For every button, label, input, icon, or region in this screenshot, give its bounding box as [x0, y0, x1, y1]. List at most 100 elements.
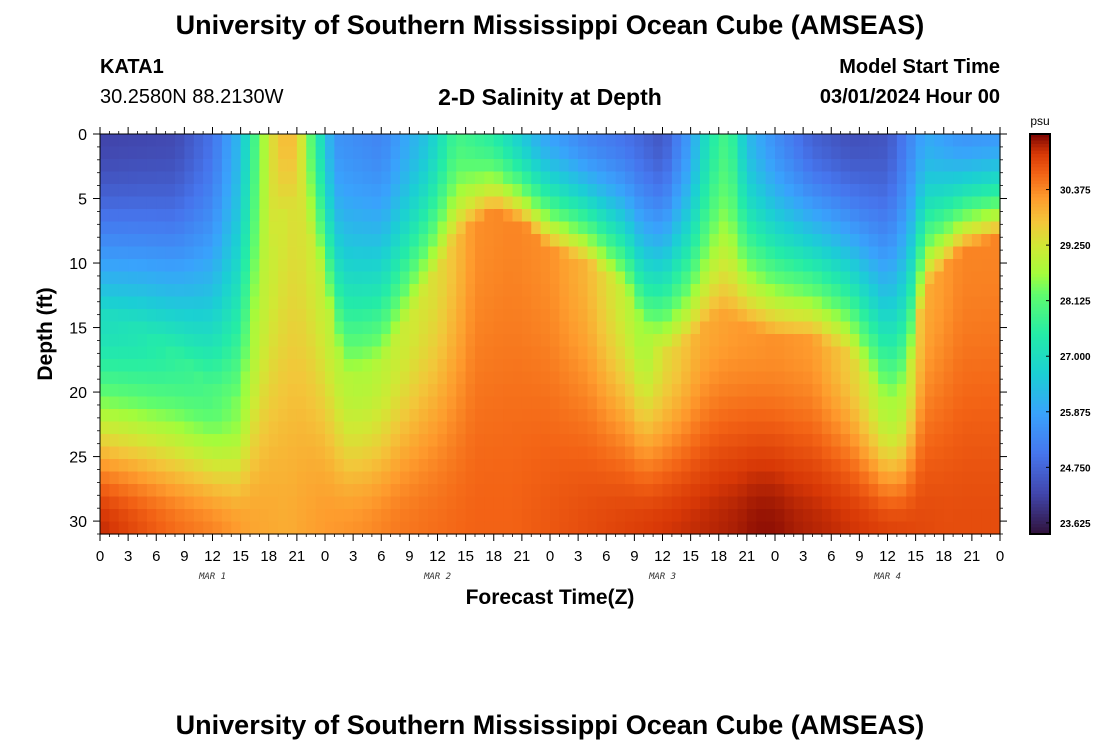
heatmap-cell [653, 359, 664, 373]
heatmap-cell [615, 521, 626, 535]
heatmap-cell [625, 371, 635, 385]
colorbar-segment [1030, 527, 1050, 532]
heatmap-cell [915, 271, 926, 285]
heatmap-cell [568, 409, 579, 423]
heatmap-cell [559, 296, 570, 310]
heatmap-cell [306, 346, 317, 360]
heatmap-cell [175, 359, 185, 373]
heatmap-cell [446, 221, 457, 235]
heatmap-cell [268, 371, 279, 385]
heatmap-cell [475, 209, 485, 223]
heatmap-cell [700, 459, 710, 473]
heatmap-cell [990, 446, 1001, 460]
heatmap-cell [428, 171, 439, 185]
heatmap-cell [681, 259, 692, 273]
heatmap-cell [212, 159, 223, 173]
heatmap-cell [737, 346, 748, 360]
heatmap-cell [962, 471, 973, 485]
heatmap-cell [653, 409, 664, 423]
heatmap-cell [100, 234, 110, 248]
heatmap-cell [896, 196, 907, 210]
heatmap-cell [690, 459, 701, 473]
heatmap-cell [737, 171, 748, 185]
x-tick-label: 18 [260, 548, 277, 565]
heatmap-cell [587, 159, 598, 173]
heatmap-cell [971, 134, 982, 148]
heatmap-cell [812, 459, 823, 473]
heatmap-cell [221, 271, 232, 285]
heatmap-cell [643, 259, 654, 273]
heatmap-cell [596, 409, 607, 423]
heatmap-cell [981, 434, 992, 448]
heatmap-cell [559, 409, 570, 423]
heatmap-cell [625, 209, 635, 223]
heatmap-cell [915, 484, 926, 498]
heatmap-cell [390, 284, 401, 298]
heatmap-cell [728, 209, 739, 223]
plot-subtitle: 2-D Salinity at Depth [438, 84, 662, 110]
heatmap-cell [137, 171, 148, 185]
heatmap-cell [221, 446, 232, 460]
heatmap-cell [925, 521, 935, 535]
heatmap-cell [803, 459, 814, 473]
heatmap-cell [418, 171, 429, 185]
x-tick-label: 3 [574, 548, 582, 565]
heatmap-cell [681, 171, 692, 185]
heatmap-cell [578, 284, 589, 298]
heatmap-cell [400, 246, 410, 260]
heatmap-cell [165, 484, 176, 498]
heatmap-cell [653, 146, 664, 160]
heatmap-cell [100, 359, 110, 373]
heatmap-cell [193, 434, 204, 448]
heatmap-cell [221, 346, 232, 360]
heatmap-cell [456, 496, 467, 510]
heatmap-cell [765, 309, 776, 323]
heatmap-cell [971, 159, 982, 173]
heatmap-cell [850, 321, 860, 335]
model-start-value: 03/01/2024 Hour 00 [819, 86, 1000, 108]
heatmap-cell [746, 196, 757, 210]
heatmap-cell [118, 146, 129, 160]
heatmap-cell [175, 159, 185, 173]
heatmap-cell [128, 484, 139, 498]
heatmap-cell [371, 309, 382, 323]
heatmap-cell [362, 359, 373, 373]
heatmap-cell [446, 446, 457, 460]
heatmap-cell [278, 421, 289, 435]
heatmap-cell [100, 159, 110, 173]
heatmap-cell [587, 271, 598, 285]
heatmap-cell [437, 346, 448, 360]
heatmap-cell [259, 371, 270, 385]
x-tick-label: 0 [771, 548, 779, 565]
colorbar-segment [1030, 287, 1050, 292]
heatmap-cell [765, 459, 776, 473]
heatmap-cell [240, 246, 251, 260]
heatmap-cell [409, 271, 420, 285]
heatmap-cell [643, 346, 654, 360]
heatmap-cell [343, 196, 354, 210]
heatmap-cell [343, 384, 354, 398]
heatmap-cell [381, 134, 392, 148]
colorbar-segment [1030, 234, 1050, 238]
heatmap-cell [137, 371, 148, 385]
heatmap-cell [146, 271, 157, 285]
heatmap-cell [428, 471, 439, 485]
heatmap-cell [437, 296, 448, 310]
heatmap-cell [184, 346, 195, 360]
heatmap-cell [962, 221, 973, 235]
heatmap-cell [653, 471, 664, 485]
heatmap-cell [868, 296, 879, 310]
heatmap-cell [709, 259, 720, 273]
colorbar-segment [1030, 417, 1050, 422]
heatmap-cell [259, 446, 270, 460]
colorbar-segment [1030, 207, 1050, 212]
heatmap-cell [109, 284, 120, 298]
heatmap-cell [278, 146, 289, 160]
heatmap-cell [746, 359, 757, 373]
heatmap-cell [278, 359, 289, 373]
heatmap-cell [465, 321, 476, 335]
heatmap-cell [100, 484, 110, 498]
heatmap-cell [381, 284, 392, 298]
heatmap-cell [859, 196, 870, 210]
heatmap-cell [381, 359, 392, 373]
